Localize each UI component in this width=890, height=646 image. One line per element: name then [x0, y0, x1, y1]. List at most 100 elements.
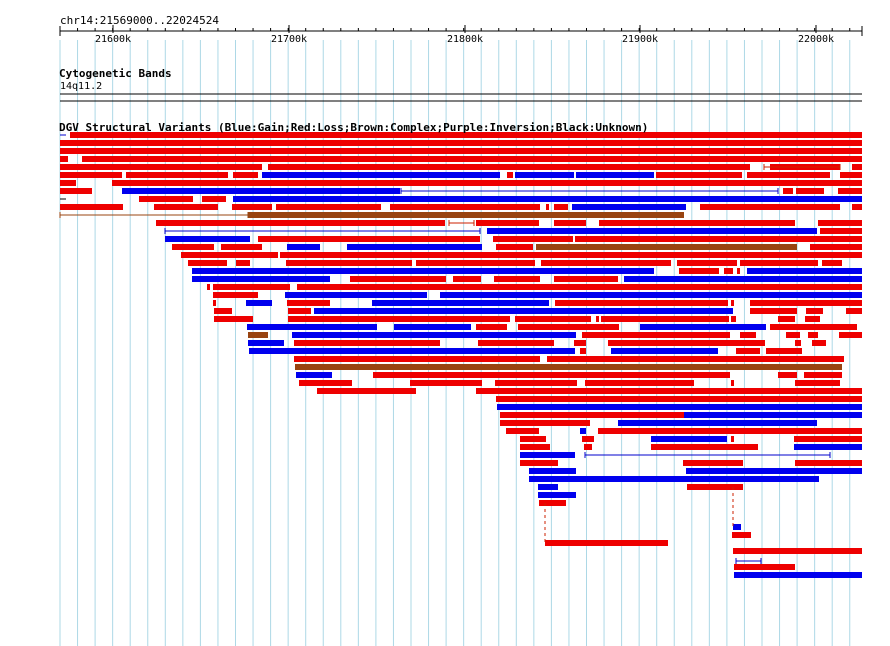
loss-variant-bar [750, 300, 862, 306]
loss-variant-bar [288, 316, 510, 322]
loss-variant-bar [679, 268, 719, 274]
loss-variant-bar [294, 356, 540, 362]
cytoband-track [60, 93, 862, 102]
loss-variant-bar [750, 308, 797, 314]
dgv-variants [59, 132, 862, 578]
loss-variant-bar [294, 340, 440, 346]
loss-variant-bar [112, 180, 862, 186]
loss-variant-bar [740, 260, 818, 266]
tick-label-21900k: 21900k [621, 34, 659, 45]
loss-variant-bar [268, 164, 750, 170]
loss-variant-bar [734, 564, 795, 570]
loss-variant-bar [288, 308, 311, 314]
loss-variant-bar [478, 340, 554, 346]
loss-variant-bar [520, 460, 558, 466]
ruler-title: chr14:21569000..22024524 [60, 14, 219, 27]
gain-variant-bar [394, 324, 471, 330]
gain-variant-bar [287, 244, 320, 250]
gain-variant-bar [686, 468, 862, 474]
loss-variant-bar [373, 372, 730, 378]
gain-variant-bar [440, 292, 862, 298]
loss-variant-bar [202, 196, 226, 202]
loss-variant-bar [280, 252, 862, 258]
loss-variant-bar [126, 172, 228, 178]
loss-variant-bar [494, 276, 540, 282]
loss-variant-bar [276, 204, 381, 210]
loss-variant-bar [520, 436, 546, 442]
loss-variant-bar [731, 436, 734, 442]
loss-variant-bar [554, 276, 618, 282]
gain-variant-bar [249, 348, 575, 354]
loss-variant-bar [554, 204, 568, 210]
gain-variant-bar [794, 444, 862, 450]
loss-variant-bar [770, 324, 857, 330]
loss-variant-bar [582, 436, 594, 442]
loss-variant-bar [786, 332, 800, 338]
gain-variant-bar [372, 300, 549, 306]
complex-variant-bar [248, 212, 684, 218]
gain-variant-bar [618, 420, 817, 426]
loss-variant-bar [60, 140, 862, 146]
loss-variant-bar [221, 244, 262, 250]
gain-variant-bar [624, 276, 862, 282]
ruler [59, 25, 863, 36]
gain-variant-bar [684, 412, 862, 418]
loss-variant-bar [233, 172, 258, 178]
gain-variant-bar [122, 188, 400, 194]
loss-variant-bar [181, 252, 278, 258]
gain-variant-bar [246, 300, 272, 306]
loss-variant-bar [350, 276, 446, 282]
loss-variant-bar [599, 220, 795, 226]
loss-variant-bar [555, 300, 728, 306]
loss-variant-bar [687, 484, 743, 490]
loss-variant-bar [852, 204, 862, 210]
loss-variant-bar [541, 260, 671, 266]
gain-variant-bar [347, 244, 482, 250]
loss-variant-bar [575, 236, 862, 242]
gain-variant-bar [497, 404, 862, 410]
loss-variant-bar [236, 260, 250, 266]
loss-variant-bar [733, 548, 862, 554]
loss-variant-bar [778, 316, 795, 322]
loss-variant-bar [804, 372, 842, 378]
loss-variant-bar [805, 316, 820, 322]
loss-variant-bar [60, 188, 92, 194]
loss-variant-bar [172, 244, 214, 250]
loss-variant-bar [287, 300, 330, 306]
gain-variant-bar [529, 268, 654, 274]
loss-variant-bar [840, 172, 862, 178]
loss-variant-bar [476, 388, 862, 394]
loss-variant-bar [496, 244, 533, 250]
cytoband-track-title: Cytogenetic Bands [59, 67, 172, 80]
loss-variant-bar [546, 204, 549, 210]
loss-variant-bar [747, 172, 830, 178]
gain-variant-bar [487, 228, 817, 234]
loss-variant-bar [60, 148, 862, 154]
loss-variant-bar [60, 172, 122, 178]
tick-label-21700k: 21700k [270, 34, 308, 45]
gain-variant-bar [262, 172, 500, 178]
loss-variant-bar [574, 340, 586, 346]
loss-variant-bar [496, 396, 862, 402]
gain-variant-bar [580, 428, 586, 434]
loss-variant-bar [806, 308, 823, 314]
loss-variant-bar [299, 380, 352, 386]
tick-label-21600k: 21600k [94, 34, 132, 45]
loss-variant-bar [554, 220, 586, 226]
loss-variant-bar [506, 428, 539, 434]
loss-variant-bar [731, 316, 736, 322]
ruler-ticks [59, 25, 851, 33]
gain-variant-bar [576, 172, 654, 178]
loss-variant-bar [518, 324, 619, 330]
gain-variant-bar [192, 268, 529, 274]
complex-variant-bar [536, 244, 797, 250]
loss-variant-bar [156, 220, 445, 226]
loss-variant-bar [515, 316, 591, 322]
loss-variant-bar [601, 316, 729, 322]
loss-variant-bar [700, 204, 840, 210]
gain-variant-bar [520, 452, 575, 458]
tick-label-22000k: 22000k [797, 34, 835, 45]
loss-variant-bar [545, 540, 668, 546]
cytoband-label: 14q11.2 [60, 81, 103, 92]
